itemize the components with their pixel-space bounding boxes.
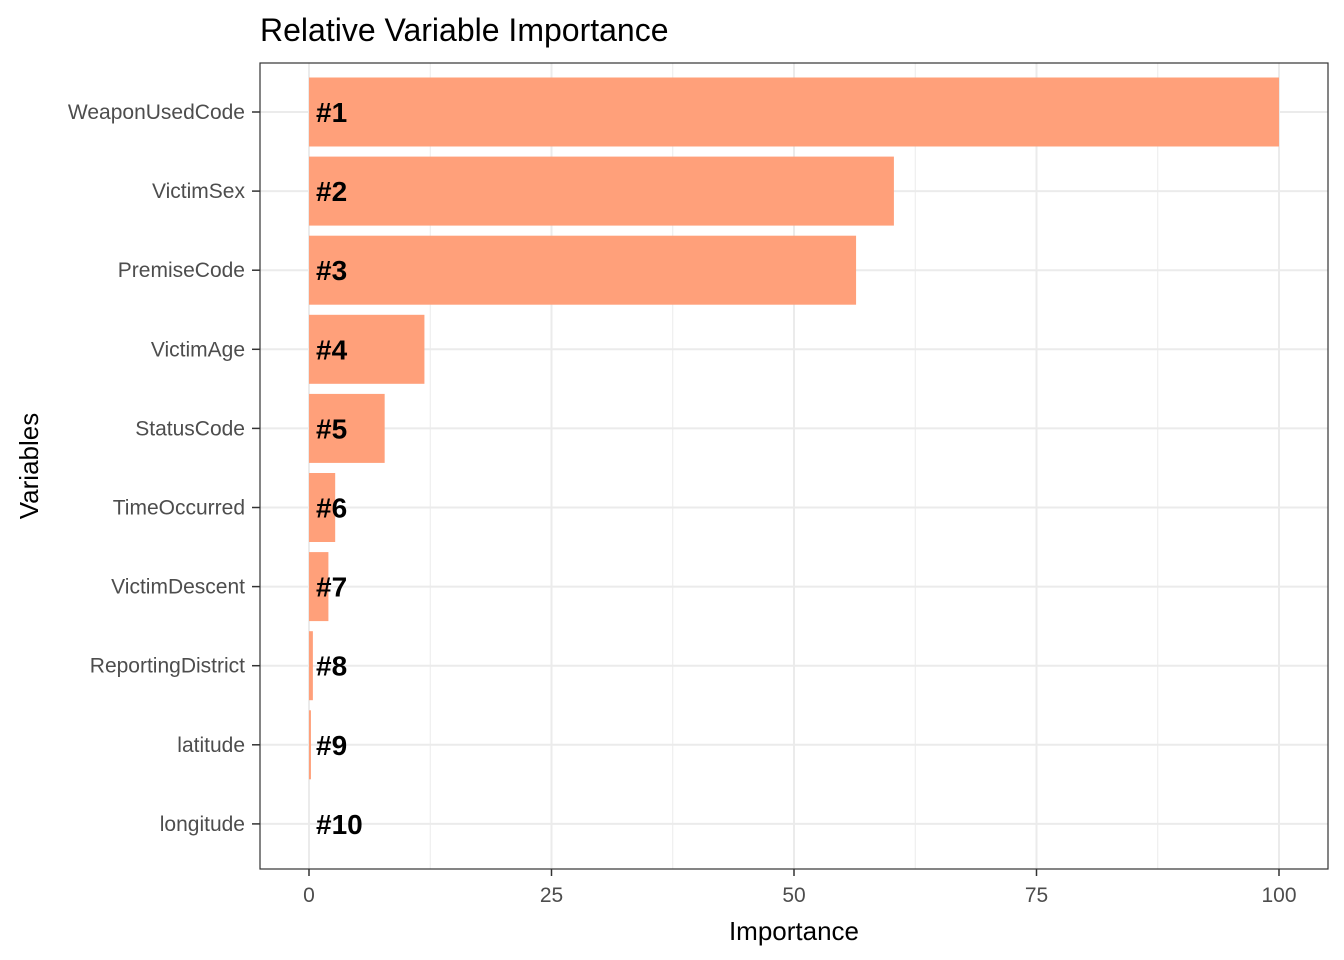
bar-rank-label: #3 xyxy=(316,255,347,286)
bar xyxy=(309,473,336,542)
bar-rank-label: #10 xyxy=(316,809,363,840)
bar xyxy=(309,552,329,622)
y-tick-label: VictimSex xyxy=(152,180,245,203)
bar xyxy=(309,314,425,384)
x-tick-label: 75 xyxy=(1025,884,1048,907)
bar-rank-label: #8 xyxy=(316,651,347,682)
bar-rank-label: #5 xyxy=(316,413,347,444)
x-tick-label: 25 xyxy=(540,884,563,907)
x-tick-label: 50 xyxy=(782,884,805,907)
y-tick-label: VictimAge xyxy=(151,338,245,361)
bar-labels: #1 #2 #3 #4 #5 #6 #7 #8 #9 #10 xyxy=(316,97,363,840)
bar xyxy=(309,77,1279,147)
x-axis-title: Importance xyxy=(729,916,859,946)
bar xyxy=(309,393,385,463)
x-tick-label: 100 xyxy=(1261,884,1296,907)
y-tick-label: longitude xyxy=(160,813,245,836)
y-axis-title: Variables xyxy=(14,413,44,519)
bar xyxy=(309,156,894,226)
y-axis: WeaponUsedCode VictimSex PremiseCode Victim… xyxy=(68,101,260,836)
y-tick-label: StatusCode xyxy=(135,417,245,440)
bar xyxy=(309,235,857,305)
bar-rank-label: #7 xyxy=(316,572,347,603)
x-axis: 0 25 50 75 100 xyxy=(303,869,1297,907)
x-tick-label: 0 xyxy=(303,884,315,907)
bar-rank-label: #2 xyxy=(316,176,347,207)
chart-title: Relative Variable Importance xyxy=(260,12,669,48)
bars xyxy=(309,77,1279,780)
bar-rank-label: #4 xyxy=(316,334,348,365)
bar-rank-label: #9 xyxy=(316,730,347,761)
bar-rank-label: #6 xyxy=(316,493,347,524)
y-tick-label: ReportingDistrict xyxy=(90,655,245,678)
y-tick-label: PremiseCode xyxy=(118,259,245,282)
y-tick-label: WeaponUsedCode xyxy=(68,101,245,124)
bar xyxy=(309,710,311,780)
y-tick-label: TimeOccurred xyxy=(113,497,245,520)
y-tick-label: latitude xyxy=(177,734,245,757)
bar-rank-label: #1 xyxy=(316,97,347,128)
y-tick-label: VictimDescent xyxy=(111,576,245,599)
bar xyxy=(309,631,313,701)
